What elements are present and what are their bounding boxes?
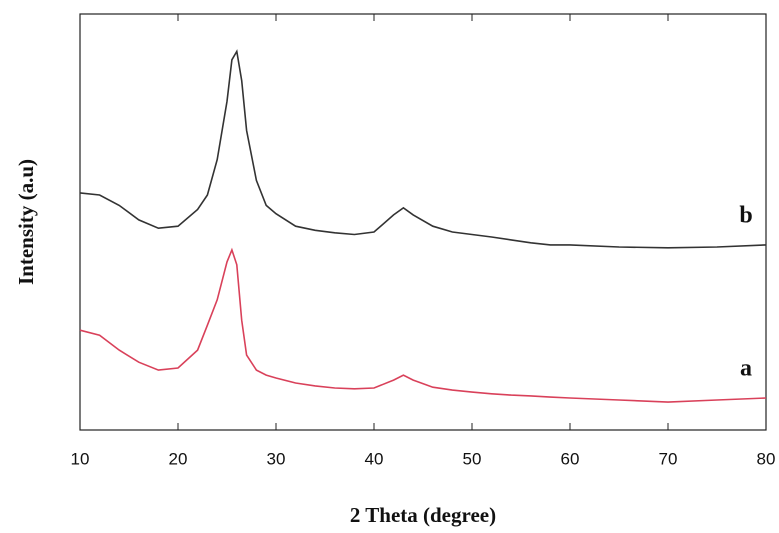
y-axis-label: Intensity (a.u) (14, 159, 38, 285)
x-tick-label: 40 (365, 449, 384, 468)
x-tick-label: 80 (757, 449, 776, 468)
series-label: b (739, 202, 752, 228)
x-tick-label: 50 (463, 449, 482, 468)
plot-frame (79, 13, 767, 431)
series-label: a (740, 355, 752, 381)
series-line (79, 247, 767, 403)
x-axis-label: 2 Theta (degree) (350, 503, 496, 527)
x-tick-label: 70 (659, 449, 678, 468)
series-line (79, 49, 767, 249)
x-tick-label: 60 (561, 449, 580, 468)
x-tick-label: 30 (267, 449, 286, 468)
x-tick-label: 20 (169, 449, 188, 468)
x-tick-label: 10 (71, 449, 90, 468)
